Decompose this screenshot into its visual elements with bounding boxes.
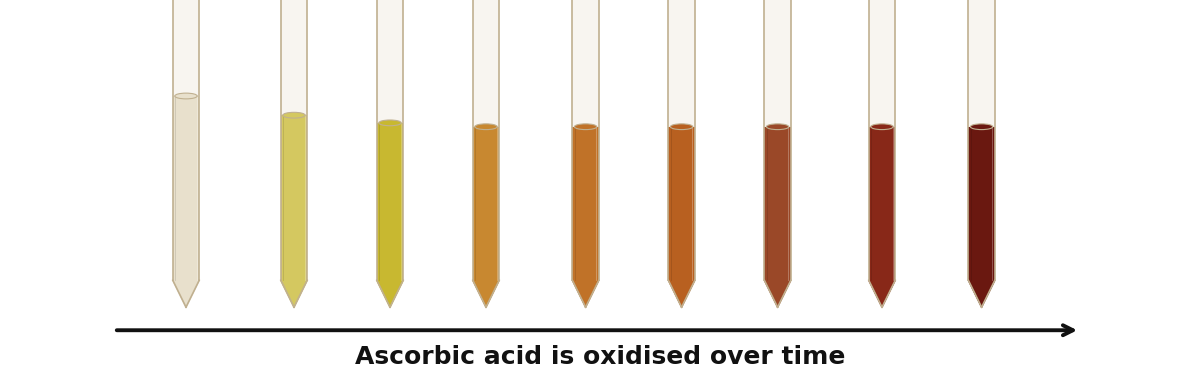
Bar bbox=[473, 0, 499, 127]
Bar bbox=[377, 123, 403, 280]
Polygon shape bbox=[668, 280, 695, 307]
Polygon shape bbox=[968, 280, 995, 307]
Ellipse shape bbox=[671, 124, 692, 129]
Bar bbox=[764, 0, 791, 127]
Bar bbox=[968, 127, 995, 280]
Polygon shape bbox=[572, 280, 599, 307]
Bar bbox=[668, 0, 695, 127]
Polygon shape bbox=[764, 280, 791, 307]
Ellipse shape bbox=[475, 124, 497, 129]
Polygon shape bbox=[173, 280, 199, 307]
Ellipse shape bbox=[871, 124, 893, 129]
Text: Ascorbic acid is oxidised over time: Ascorbic acid is oxidised over time bbox=[355, 345, 845, 369]
Ellipse shape bbox=[175, 93, 197, 99]
Bar bbox=[968, 0, 995, 127]
Bar bbox=[572, 0, 599, 127]
Bar bbox=[764, 127, 791, 280]
Ellipse shape bbox=[379, 120, 401, 126]
Bar bbox=[668, 127, 695, 280]
Ellipse shape bbox=[971, 124, 992, 129]
Polygon shape bbox=[473, 280, 499, 307]
Bar bbox=[173, 96, 199, 280]
Polygon shape bbox=[377, 280, 403, 307]
Polygon shape bbox=[869, 280, 895, 307]
Bar bbox=[473, 127, 499, 280]
Bar bbox=[173, 0, 199, 96]
Bar bbox=[281, 0, 307, 115]
Ellipse shape bbox=[767, 124, 788, 129]
Polygon shape bbox=[281, 280, 307, 307]
Bar bbox=[377, 0, 403, 123]
Bar bbox=[281, 115, 307, 280]
Ellipse shape bbox=[575, 124, 596, 129]
Bar bbox=[572, 127, 599, 280]
Bar bbox=[869, 127, 895, 280]
Bar bbox=[869, 0, 895, 127]
Ellipse shape bbox=[283, 113, 305, 118]
